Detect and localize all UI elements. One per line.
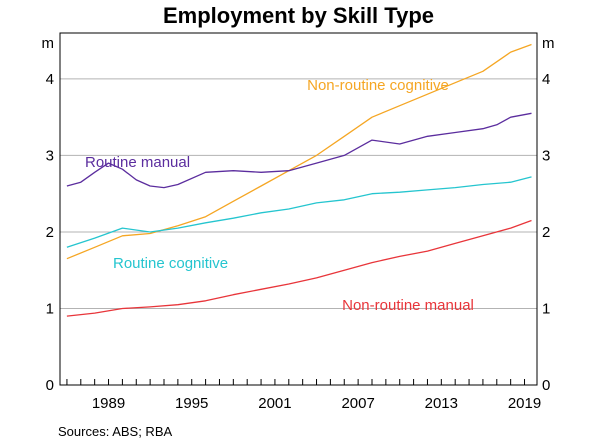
x-tick-label: 2007 bbox=[341, 395, 374, 412]
series-lines bbox=[66, 43, 532, 317]
x-tick-label: 2019 bbox=[508, 395, 541, 412]
y-axis-labels: 0 0 1 1 2 2 3 3 4 4 bbox=[46, 71, 551, 394]
y-tick-label-left: 1 bbox=[46, 300, 54, 317]
gridlines bbox=[60, 78, 537, 309]
y-axis-unit-left: m bbox=[42, 35, 55, 52]
y-axis-unit-right: m bbox=[542, 35, 555, 52]
x-axis-ticks bbox=[66, 379, 526, 385]
x-tick-label: 2001 bbox=[258, 395, 291, 412]
series-label-routine-cognitive: Routine cognitive bbox=[113, 255, 228, 272]
y-tick-label-right: 0 bbox=[542, 377, 550, 394]
series-line-routine-manual bbox=[66, 112, 532, 189]
y-tick-label-left: 4 bbox=[46, 71, 54, 88]
chart-title: Employment by Skill Type bbox=[163, 3, 434, 28]
series-label-non-routine-cognitive: Non-routine cognitive bbox=[307, 77, 449, 94]
y-tick-label-left: 2 bbox=[46, 224, 54, 241]
x-tick-label: 2013 bbox=[425, 395, 458, 412]
series-line-non-routine-cognitive bbox=[66, 43, 532, 260]
plot-frame bbox=[59, 32, 538, 386]
y-tick-label-left: 3 bbox=[46, 147, 54, 164]
y-tick-label-right: 1 bbox=[542, 300, 550, 317]
x-tick-label: 1995 bbox=[175, 395, 208, 412]
source-note: Sources: ABS; RBA bbox=[58, 424, 173, 439]
x-axis-labels: 1989 1995 2001 2007 2013 2019 bbox=[92, 395, 541, 412]
series-line-non-routine-manual bbox=[66, 219, 532, 317]
y-tick-label-right: 2 bbox=[542, 224, 550, 241]
series-label-non-routine-manual: Non-routine manual bbox=[342, 297, 474, 314]
series-labels: Non-routine cognitive Routine manual Routi… bbox=[85, 77, 474, 314]
y-tick-label-left: 0 bbox=[46, 377, 54, 394]
y-tick-label-right: 4 bbox=[542, 71, 550, 88]
series-line-routine-cognitive bbox=[66, 176, 532, 248]
x-tick-label: 1989 bbox=[92, 395, 125, 412]
series-label-routine-manual: Routine manual bbox=[85, 154, 190, 171]
y-tick-label-right: 3 bbox=[542, 147, 550, 164]
